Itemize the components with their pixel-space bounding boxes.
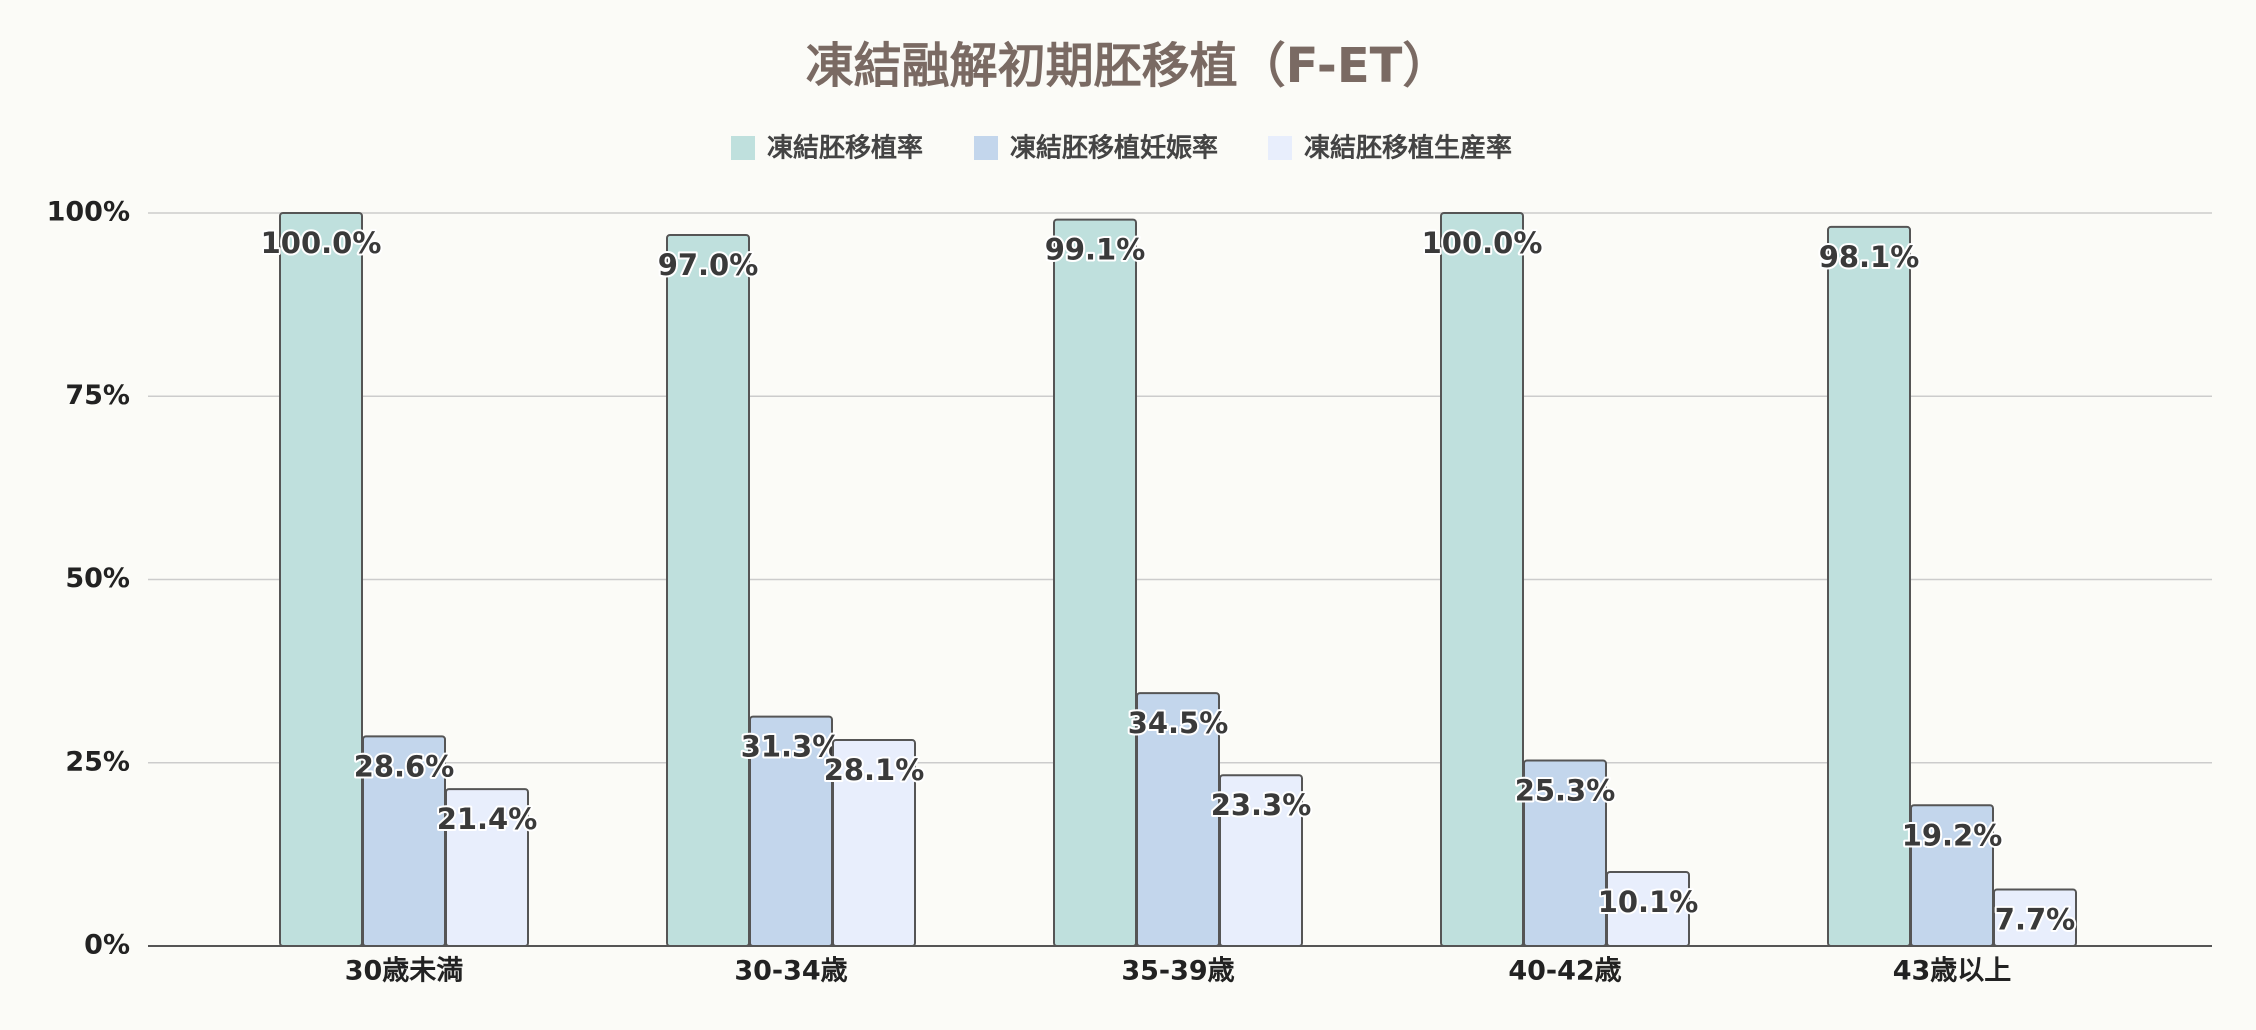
y-tick-label: 50%	[65, 563, 130, 594]
value-label: 99.1%	[1045, 233, 1146, 267]
bar	[279, 212, 363, 947]
value-label: 97.0%	[658, 248, 759, 282]
bar	[832, 739, 916, 947]
x-tick-label: 43歳以上	[1893, 956, 2012, 987]
bar	[1219, 774, 1303, 947]
x-tick-label: 35-39歳	[1121, 956, 1234, 987]
value-label: 23.3%	[1211, 788, 1312, 822]
value-label: 31.3%	[741, 730, 842, 764]
bar	[1440, 212, 1524, 947]
chart-title: 凍結融解初期胚移植（F-ET）	[806, 38, 1451, 94]
legend-swatch	[1268, 136, 1292, 160]
x-tick-label: 40-42歳	[1508, 956, 1621, 987]
y-tick-label: 0%	[84, 930, 130, 961]
bar	[666, 233, 750, 948]
value-label: 21.4%	[437, 802, 538, 836]
value-label: 25.3%	[1515, 774, 1616, 808]
y-tick-label: 25%	[65, 746, 130, 777]
y-tick-label: 100%	[47, 197, 130, 228]
legend-label: 凍結胚移植生産率	[1304, 133, 1512, 164]
value-label: 10.1%	[1598, 885, 1699, 919]
bar	[1053, 218, 1137, 948]
bar	[1910, 804, 1994, 947]
bar	[1606, 870, 1690, 947]
bar	[1993, 888, 2077, 948]
legend-swatch	[974, 136, 998, 160]
value-label: 100.0%	[261, 226, 382, 260]
x-tick-label: 30-34歳	[734, 956, 847, 987]
value-label: 19.2%	[1902, 818, 2003, 852]
bar	[445, 788, 529, 947]
legend-swatch	[731, 136, 755, 160]
value-label: 28.6%	[354, 749, 455, 783]
value-label: 100.0%	[1422, 226, 1543, 260]
value-label: 34.5%	[1128, 706, 1229, 740]
value-label: 7.7%	[1995, 903, 2075, 937]
value-label: 28.1%	[824, 753, 925, 787]
bar	[1827, 225, 1911, 947]
bar	[1523, 759, 1607, 948]
x-tick-label: 30歳未満	[345, 956, 464, 987]
value-label: 98.1%	[1819, 240, 1920, 274]
y-tick-label: 75%	[65, 380, 130, 411]
legend-label: 凍結胚移植率	[767, 133, 923, 164]
legend-label: 凍結胚移植妊娠率	[1010, 133, 1218, 164]
